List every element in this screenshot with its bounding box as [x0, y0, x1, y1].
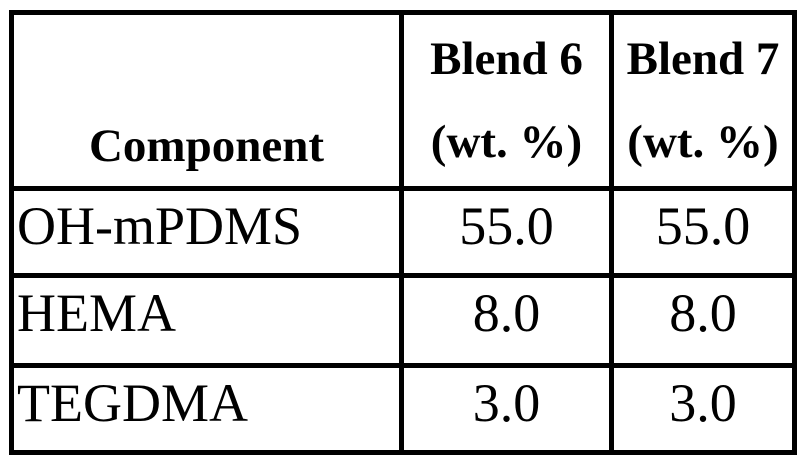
header-label-blend-7-line2: (wt. %) — [627, 115, 779, 168]
table-row-component-name: TEGDMA — [14, 368, 404, 450]
header-label-blend-6-line1: Blend 6 — [430, 32, 583, 85]
header-cell-component: Component — [14, 15, 404, 191]
table-row-blend6-value: 3.0 — [404, 368, 614, 450]
table-row-blend6-value: 55.0 — [404, 191, 614, 278]
table-row-blend6-value: 8.0 — [404, 278, 614, 368]
header-label-blend-7-line1: Blend 7 — [626, 32, 780, 85]
table-row-blend7-value: 3.0 — [669, 373, 737, 433]
component-blend-table: Component Blend 6 (wt. %) Blend 7 (wt. %… — [9, 10, 797, 455]
table-row-component-name: OH-mPDMS — [14, 191, 404, 278]
table-row-blend7-value: 8.0 — [614, 278, 792, 368]
table-row-blend7-value: 55.0 — [614, 191, 792, 278]
header-label-component: Component — [88, 120, 325, 172]
header-cell-blend-7: Blend 7 (wt. %) — [614, 15, 792, 191]
header-cell-blend-6: Blend 6 (wt. %) — [404, 15, 614, 191]
table-row-component-name: HEMA — [14, 278, 404, 368]
header-label-blend-6-line2: (wt. %) — [430, 115, 583, 168]
